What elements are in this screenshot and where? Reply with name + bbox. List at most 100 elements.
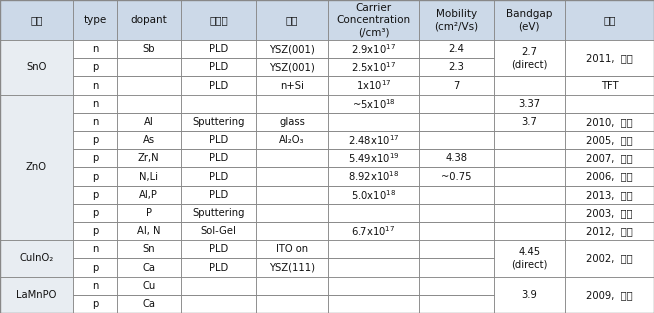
- Text: p: p: [92, 263, 98, 273]
- Bar: [419, 40, 494, 58]
- Bar: [419, 113, 494, 131]
- Bar: [419, 58, 494, 76]
- Text: Al,P: Al,P: [139, 190, 158, 200]
- Bar: [73, 113, 117, 131]
- Bar: [256, 240, 328, 259]
- Bar: [256, 222, 328, 240]
- Bar: [328, 131, 419, 149]
- Bar: [73, 113, 117, 131]
- Bar: [256, 40, 328, 58]
- Text: 2.3: 2.3: [449, 62, 464, 72]
- Text: n+Si: n+Si: [280, 80, 304, 90]
- Bar: [494, 167, 565, 186]
- Bar: [328, 76, 419, 95]
- Bar: [117, 76, 181, 95]
- Text: YSZ(001): YSZ(001): [269, 62, 315, 72]
- Bar: [181, 204, 256, 222]
- Bar: [328, 259, 419, 277]
- Bar: [117, 0, 181, 40]
- Bar: [256, 222, 328, 240]
- Bar: [117, 222, 181, 240]
- Text: 2.4: 2.4: [449, 44, 464, 54]
- Text: Ca: Ca: [143, 299, 155, 309]
- Bar: [117, 167, 181, 186]
- Text: PLD: PLD: [209, 263, 228, 273]
- Bar: [256, 167, 328, 186]
- Bar: [328, 149, 419, 167]
- Text: 2007,  미국: 2007, 미국: [586, 153, 633, 163]
- Bar: [181, 113, 256, 131]
- Text: ~5x10$^{18}$: ~5x10$^{18}$: [351, 97, 396, 110]
- Bar: [494, 0, 565, 40]
- Bar: [494, 40, 565, 76]
- Bar: [73, 204, 117, 222]
- Bar: [494, 40, 565, 76]
- Bar: [419, 0, 494, 40]
- Bar: [419, 149, 494, 167]
- Bar: [256, 149, 328, 167]
- Bar: [73, 95, 117, 113]
- Bar: [181, 240, 256, 259]
- Bar: [117, 295, 181, 313]
- Bar: [494, 95, 565, 113]
- Text: 1x10$^{17}$: 1x10$^{17}$: [356, 79, 391, 92]
- Bar: [419, 277, 494, 295]
- Bar: [181, 240, 256, 259]
- Bar: [73, 167, 117, 186]
- Bar: [328, 95, 419, 113]
- Text: 3.7: 3.7: [521, 117, 537, 127]
- Bar: [494, 186, 565, 204]
- Bar: [565, 240, 654, 277]
- Text: 2009,  일본: 2009, 일본: [586, 290, 633, 300]
- Text: 기관: 기관: [286, 15, 298, 25]
- Bar: [494, 76, 565, 95]
- Bar: [73, 131, 117, 149]
- Text: Al₂O₃: Al₂O₃: [279, 135, 305, 145]
- Bar: [565, 76, 654, 95]
- Bar: [328, 76, 419, 95]
- Bar: [565, 204, 654, 222]
- Bar: [494, 204, 565, 222]
- Text: glass: glass: [279, 117, 305, 127]
- Text: Sn: Sn: [143, 244, 155, 254]
- Bar: [328, 222, 419, 240]
- Text: 3.37: 3.37: [518, 99, 540, 109]
- Bar: [181, 113, 256, 131]
- Bar: [565, 131, 654, 149]
- Bar: [565, 277, 654, 313]
- Bar: [494, 277, 565, 313]
- Bar: [181, 76, 256, 95]
- Text: dopant: dopant: [130, 15, 167, 25]
- Bar: [494, 149, 565, 167]
- Bar: [73, 76, 117, 95]
- Bar: [419, 295, 494, 313]
- Bar: [117, 95, 181, 113]
- Bar: [117, 259, 181, 277]
- Bar: [181, 277, 256, 295]
- Text: PLD: PLD: [209, 172, 228, 182]
- Bar: [117, 259, 181, 277]
- Bar: [328, 167, 419, 186]
- Bar: [419, 222, 494, 240]
- Text: Sol-Gel: Sol-Gel: [201, 226, 237, 236]
- Bar: [256, 259, 328, 277]
- Bar: [73, 149, 117, 167]
- Bar: [256, 295, 328, 313]
- Bar: [117, 295, 181, 313]
- Bar: [256, 113, 328, 131]
- Bar: [565, 0, 654, 40]
- Bar: [181, 186, 256, 204]
- Bar: [0, 40, 73, 95]
- Bar: [256, 0, 328, 40]
- Bar: [181, 131, 256, 149]
- Bar: [0, 277, 73, 313]
- Text: 5.49x10$^{19}$: 5.49x10$^{19}$: [348, 151, 399, 165]
- Bar: [181, 295, 256, 313]
- Bar: [565, 186, 654, 204]
- Text: LaMnPO: LaMnPO: [16, 290, 57, 300]
- Bar: [117, 167, 181, 186]
- Bar: [419, 277, 494, 295]
- Bar: [328, 95, 419, 113]
- Bar: [73, 186, 117, 204]
- Bar: [256, 40, 328, 58]
